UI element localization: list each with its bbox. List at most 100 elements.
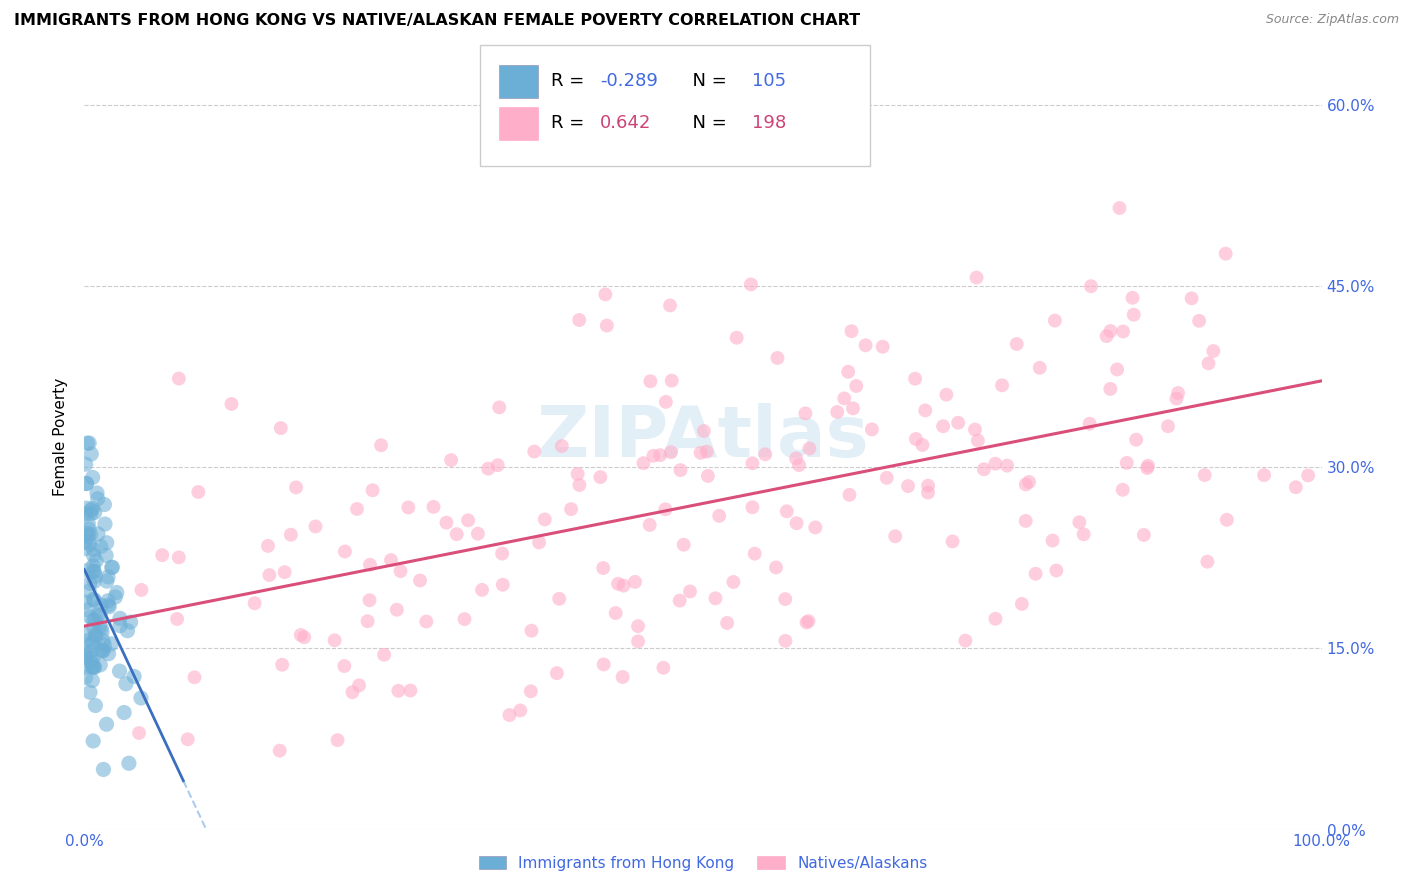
Point — [696, 444, 718, 458]
Point — [1015, 514, 1038, 528]
Point — [776, 504, 799, 518]
Point — [75, 476, 97, 491]
Point — [1108, 201, 1130, 215]
Point — [243, 596, 266, 610]
Text: R =: R = — [551, 114, 596, 132]
Point — [509, 703, 531, 717]
Point — [120, 615, 142, 629]
Point — [1285, 480, 1308, 494]
Point — [83, 574, 105, 589]
Point — [568, 478, 591, 492]
Point — [457, 513, 479, 527]
Text: Source: ZipAtlas.com: Source: ZipAtlas.com — [1265, 13, 1399, 27]
Point — [359, 558, 381, 572]
Point — [471, 582, 494, 597]
Point — [1198, 356, 1220, 370]
Point — [689, 446, 711, 460]
Point — [84, 628, 107, 642]
Point — [520, 624, 543, 638]
Point — [94, 549, 117, 563]
Point — [77, 529, 100, 543]
Point — [744, 547, 766, 561]
Point — [740, 277, 762, 292]
Point — [86, 491, 108, 506]
Point — [97, 570, 120, 584]
Point — [607, 576, 630, 591]
Point — [453, 612, 475, 626]
Point — [75, 534, 97, 549]
Point — [79, 576, 101, 591]
Point — [83, 660, 105, 674]
Point — [80, 507, 103, 521]
Point — [269, 744, 291, 758]
Point — [128, 726, 150, 740]
Point — [1181, 291, 1204, 305]
Point — [693, 424, 716, 438]
Point — [546, 666, 568, 681]
Point — [326, 733, 349, 747]
Point — [973, 462, 995, 476]
Point — [797, 614, 820, 628]
Point — [799, 442, 821, 456]
Point — [82, 651, 104, 665]
Point — [638, 518, 661, 533]
Point — [589, 470, 612, 484]
Point — [1188, 314, 1211, 328]
Point — [804, 520, 827, 534]
Point — [648, 448, 671, 462]
Point — [860, 422, 883, 436]
Point — [77, 522, 100, 536]
Point — [904, 432, 927, 446]
Point — [523, 444, 546, 458]
Point — [79, 527, 101, 541]
Point — [385, 603, 408, 617]
Point — [83, 620, 105, 634]
FancyBboxPatch shape — [481, 45, 870, 166]
Point — [83, 549, 105, 563]
Point — [150, 548, 173, 562]
Point — [75, 457, 97, 471]
Point — [80, 644, 103, 658]
Point — [91, 643, 114, 657]
Point — [491, 547, 513, 561]
Point — [995, 458, 1018, 473]
Point — [100, 560, 122, 574]
Point — [672, 538, 695, 552]
Point — [548, 591, 571, 606]
Point — [754, 447, 776, 461]
Point — [96, 535, 118, 549]
Point — [396, 500, 419, 515]
Point — [1045, 564, 1067, 578]
Y-axis label: Female Poverty: Female Poverty — [53, 378, 69, 496]
Point — [845, 379, 868, 393]
Point — [446, 527, 468, 541]
Point — [82, 559, 104, 574]
Point — [285, 480, 308, 494]
Text: IMMIGRANTS FROM HONG KONG VS NATIVE/ALASKAN FEMALE POVERTY CORRELATION CHART: IMMIGRANTS FROM HONG KONG VS NATIVE/ALAS… — [14, 13, 860, 29]
Point — [83, 505, 105, 519]
Point — [86, 486, 108, 500]
Point — [82, 613, 104, 627]
Point — [533, 512, 555, 526]
Point — [97, 647, 120, 661]
Point — [167, 550, 190, 565]
Point — [595, 287, 617, 301]
Point — [669, 463, 692, 477]
Point — [1166, 392, 1188, 406]
Point — [941, 534, 963, 549]
Point — [87, 607, 110, 622]
Point — [342, 685, 364, 699]
Point — [177, 732, 200, 747]
Point — [955, 633, 977, 648]
Point — [1043, 313, 1066, 327]
Point — [83, 593, 105, 607]
Point — [1136, 461, 1159, 475]
Point — [1216, 513, 1239, 527]
Point — [440, 453, 463, 467]
Point — [725, 331, 748, 345]
Point — [76, 603, 98, 617]
Point — [380, 553, 402, 567]
Point — [82, 660, 104, 674]
Point — [904, 372, 927, 386]
Point — [104, 590, 127, 604]
